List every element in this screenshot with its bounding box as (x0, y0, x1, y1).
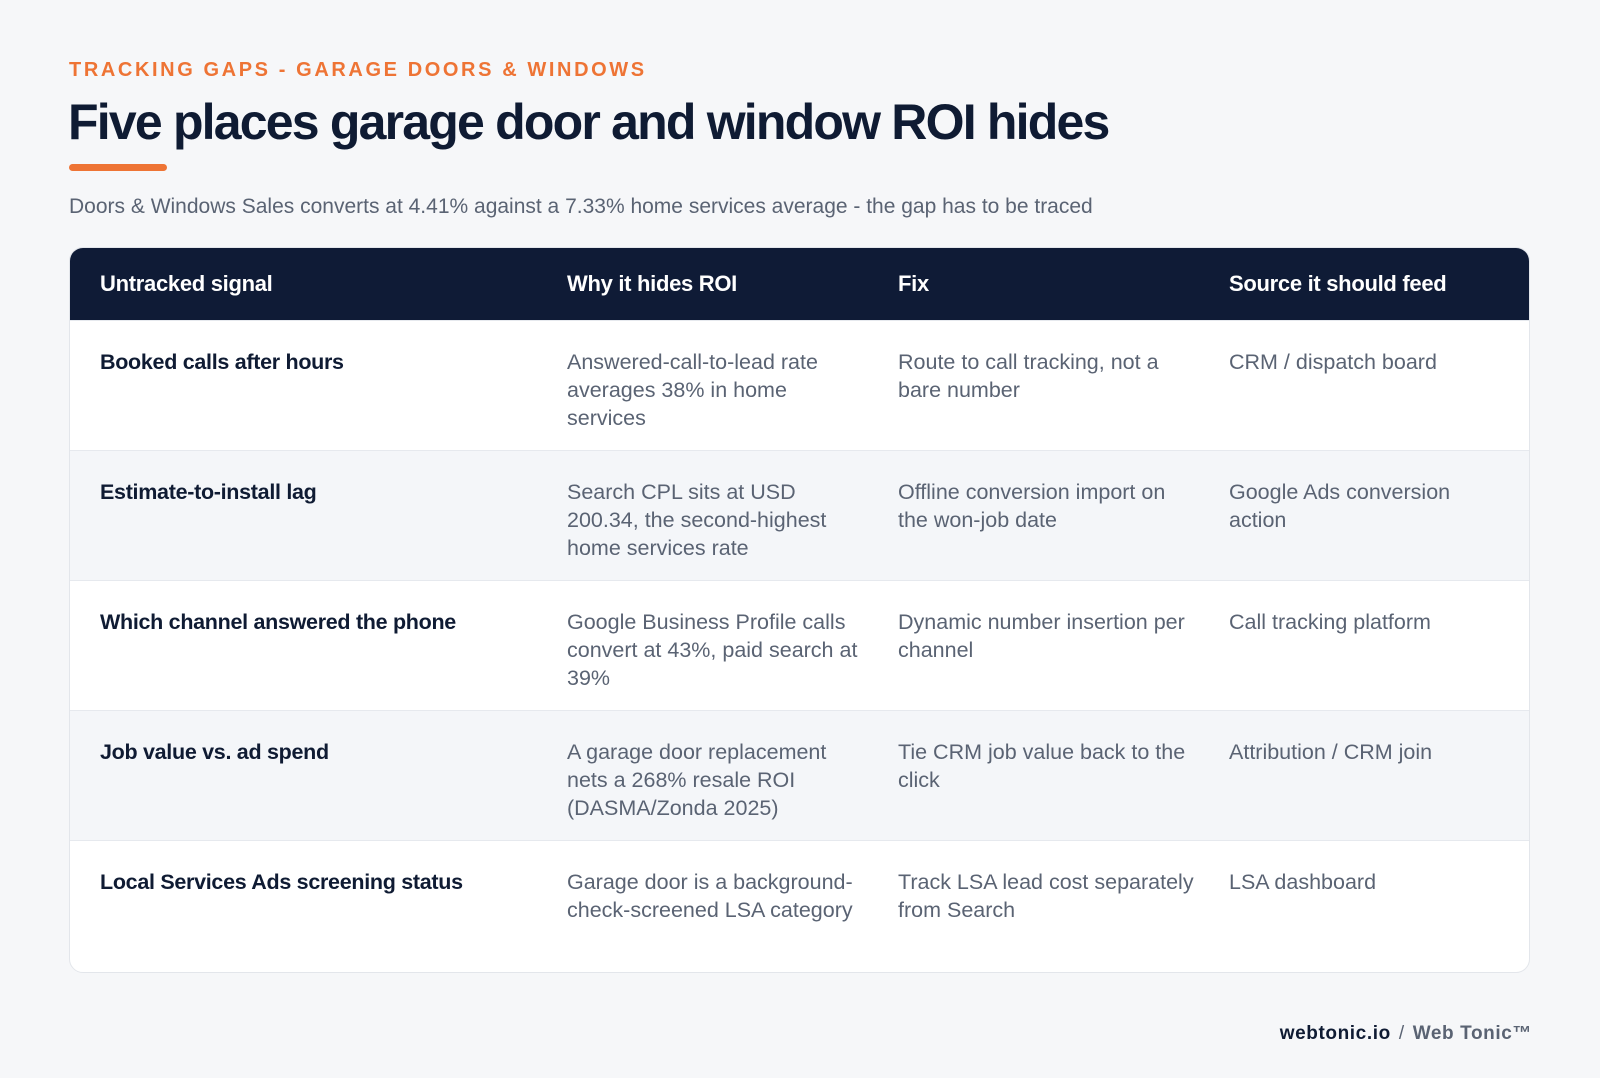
cell-signal: Booked calls after hours (100, 350, 344, 374)
table-row: Local Services Ads screening status Gara… (70, 840, 1529, 970)
cell-source: Google Ads conversion action (1229, 480, 1451, 532)
cell-source: Call tracking platform (1229, 610, 1431, 634)
cell-fix: Offline conversion import on the won-job… (898, 480, 1166, 532)
column-header-why-it-hides-roi: Why it hides ROI (567, 271, 737, 296)
eyebrow: TRACKING GAPS - GARAGE DOORS & WINDOWS (69, 59, 647, 81)
cell-why: Answered-call-to-lead rate averages 38% … (567, 350, 818, 430)
table-row: Booked calls after hours Answered-call-t… (70, 320, 1529, 450)
cell-source: LSA dashboard (1229, 870, 1377, 894)
cell-why: Search CPL sits at USD 200.34, the secon… (567, 480, 827, 560)
cell-fix: Route to call tracking, not a bare numbe… (898, 350, 1159, 402)
cell-why: Google Business Profile calls convert at… (567, 610, 858, 690)
footer-credit: webtonic.io / Web Tonic™ (1280, 1023, 1532, 1045)
table-row: Estimate-to-install lag Search CPL sits … (70, 450, 1529, 580)
cell-source: Attribution / CRM join (1229, 740, 1433, 764)
footer-separator: / (1398, 1023, 1405, 1044)
page-subtitle: Doors & Windows Sales converts at 4.41% … (69, 195, 1093, 218)
footer-domain-link[interactable]: webtonic.io (1279, 1023, 1391, 1044)
table-row: Job value vs. ad spend A garage door rep… (70, 710, 1529, 840)
title-accent-bar (69, 164, 167, 171)
tracking-gaps-table: Untracked signal Why it hides ROI Fix So… (69, 247, 1530, 973)
column-header-untracked-signal: Untracked signal (100, 271, 273, 296)
cell-why: Garage door is a background-check-screen… (567, 870, 853, 922)
cell-signal: Which channel answered the phone (100, 610, 456, 634)
table-header: Untracked signal Why it hides ROI Fix So… (70, 248, 1529, 320)
cell-fix: Tie CRM job value back to the click (898, 740, 1186, 792)
table-row: Which channel answered the phone Google … (70, 580, 1529, 710)
footer-brand: Web Tonic™ (1412, 1023, 1532, 1044)
cell-fix: Dynamic number insertion per channel (898, 610, 1185, 662)
column-header-source: Source it should feed (1229, 271, 1447, 296)
cell-signal: Estimate-to-install lag (100, 480, 317, 504)
page-title: Five places garage door and window ROI h… (68, 94, 1110, 150)
cell-fix: Track LSA lead cost separately from Sear… (898, 870, 1194, 922)
cell-why: A garage door replacement nets a 268% re… (567, 740, 827, 820)
cell-source: CRM / dispatch board (1229, 350, 1437, 374)
cell-signal: Job value vs. ad spend (100, 740, 329, 764)
cell-signal: Local Services Ads screening status (100, 870, 463, 894)
column-header-fix: Fix (898, 271, 929, 296)
